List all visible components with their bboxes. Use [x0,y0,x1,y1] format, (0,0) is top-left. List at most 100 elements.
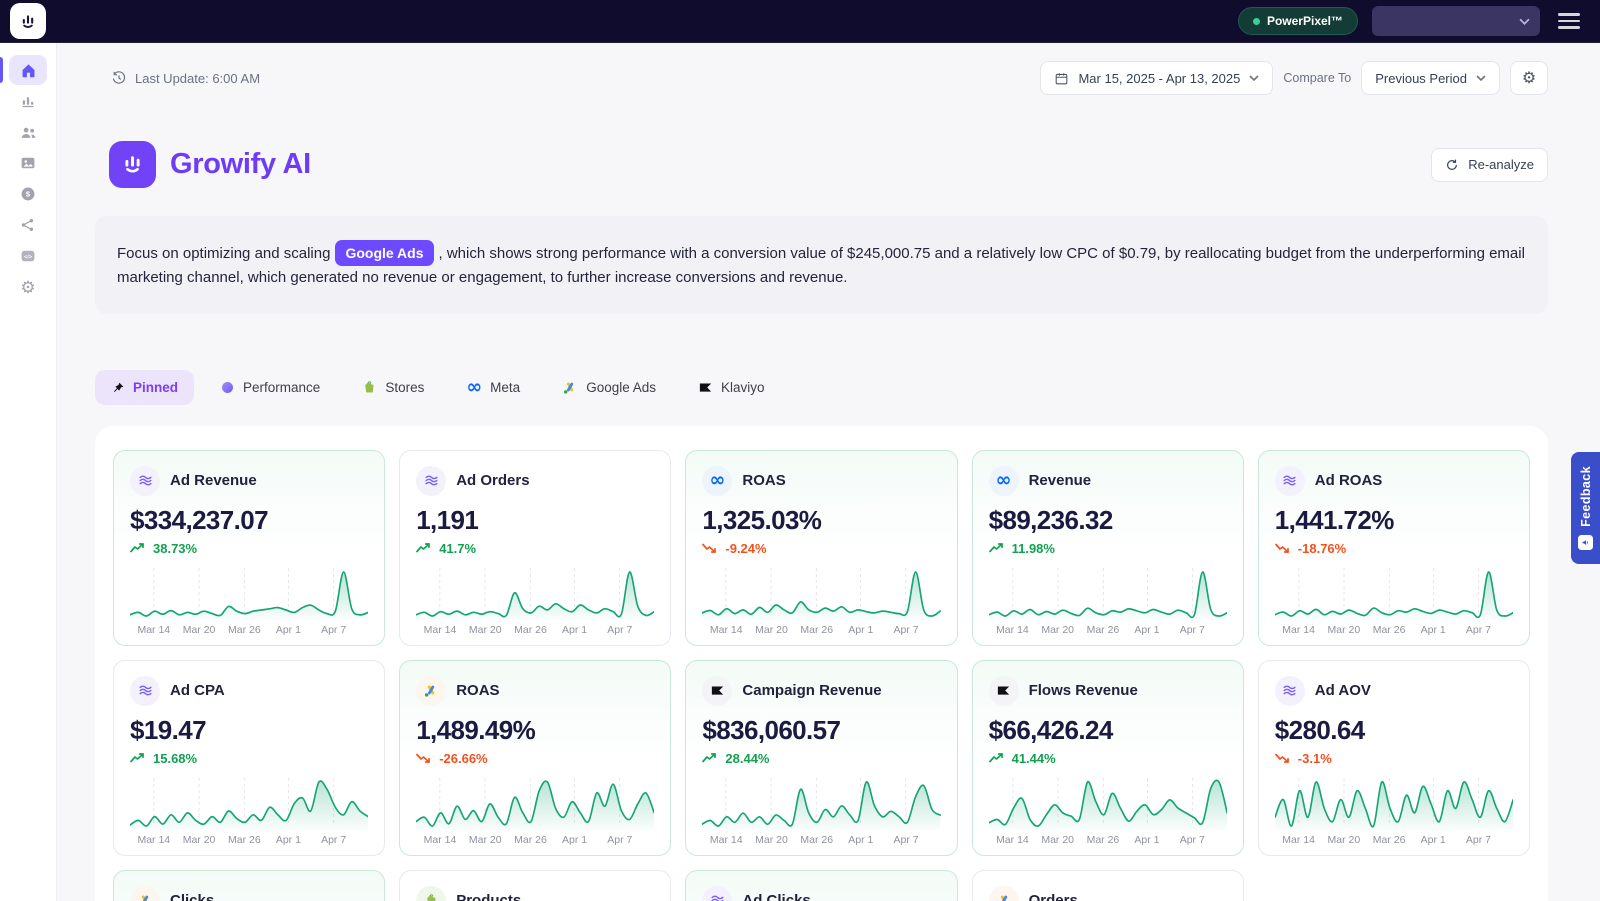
x-axis-tick: Mar 26 [1086,833,1120,846]
sparkline-chart [988,777,1227,830]
menu-icon[interactable] [1554,9,1584,33]
x-axis-labels: Mar 14 Mar 20 Mar 26 Apr 1 Apr 7 [416,624,654,639]
metric-card-orders[interactable]: Orders [971,869,1244,901]
metric-card-products[interactable]: Products [399,869,672,901]
x-axis-tick: Apr 7 [321,833,347,846]
growify-logo [109,141,156,188]
date-range-value: Mar 15, 2025 - Apr 13, 2025 [1078,70,1241,86]
sidebar-item-billing[interactable]: $ [9,179,47,209]
account-dropdown[interactable] [1372,6,1540,36]
trend-down-icon [416,752,432,764]
change-value: 28.44% [725,750,770,766]
x-axis-tick: Apr 7 [1179,833,1205,846]
x-axis-labels: Mar 14 Mar 20 Mar 26 Apr 1 Apr 7 [1275,624,1513,639]
card-value: $89,236.32 [988,504,1114,535]
main-content: Last Update: 6:00 AM Mar 15, 2025 - Apr … [57,43,1600,901]
sidebar-item-analytics[interactable] [9,86,47,116]
tab-bar: Pinned Performance Stores ∞ Meta Google Ads Kl… [95,370,1548,406]
last-update: Last Update: 6:00 AM [111,70,260,86]
metric-card-ad-revenue[interactable]: Ad Revenue $334,237.07 38.73% Mar 14 Mar 20 M… [113,449,386,646]
dashboard-settings-button[interactable]: ⚙ [1510,61,1548,95]
trend-up-icon [130,542,146,554]
tab-performance[interactable]: Performance [204,370,336,405]
sidebar-item-creatives[interactable] [9,148,47,178]
x-axis-tick: Apr 1 [1420,833,1446,846]
x-axis-tick: Mar 26 [514,623,547,636]
google-icon [130,885,160,901]
x-axis-tick: Apr 1 [1134,833,1160,846]
x-axis-tick: Apr 1 [848,833,874,846]
metric-card-ad-roas[interactable]: Ad ROAS 1,441.72% -18.76% Mar 14 Mar 20 Mar 2… [1257,449,1530,646]
card-value: 1,489.49% [416,714,536,745]
sidebar-item-settings[interactable]: ⚙ [9,272,47,302]
card-value: 1,325.03% [702,504,822,535]
card-change: -26.66% [416,751,654,766]
metric-card-ad-aov[interactable]: Ad AOV $280.64 -3.1% Mar 14 Mar 20 Mar 26 Apr … [1257,659,1530,856]
card-value: $836,060.57 [702,714,841,745]
x-axis-labels: Mar 14 Mar 20 Mar 26 Apr 1 Apr 7 [702,834,940,849]
x-axis-tick: Mar 14 [1282,623,1315,636]
card-change: -3.1% [1274,751,1513,766]
re-analyze-label: Re-analyze [1468,157,1534,172]
stack-icon [416,465,447,496]
shopify-icon [416,885,447,901]
gear-icon: ⚙ [1521,70,1537,87]
metric-card-roas[interactable]: ROAS 1,489.49% -26.66% Mar 14 Mar 20 Mar 26 Ap… [399,659,672,856]
powerpixel-status-badge[interactable]: PowerPixel™ [1237,7,1358,35]
shopify-icon [362,380,377,395]
tab-klaviyo[interactable]: Klaviyo [682,370,781,405]
metric-card-roas[interactable]: ∞ ROAS 1,325.03% -9.24% Mar 14 Mar 20 Mar 26 Ap… [685,449,958,646]
calendar-icon [1056,72,1068,84]
metric-card-revenue[interactable]: ∞ Revenue $89,236.32 11.98% Mar 14 Mar 20 Mar … [971,449,1244,646]
feedback-button[interactable]: Feedback [1571,452,1600,564]
card-change: 28.44% [702,751,940,766]
x-axis-tick: Apr 7 [893,623,919,636]
tab-stores[interactable]: Stores [346,370,440,405]
sidebar-item-pixel-code[interactable]: </> [9,241,47,271]
date-range-picker[interactable]: Mar 15, 2025 - Apr 13, 2025 [1040,61,1274,95]
x-axis-tick: Mar 20 [1041,833,1075,846]
trend-up-icon [702,752,718,764]
metric-card-campaign-revenue[interactable]: Campaign Revenue $836,060.57 28.44% Mar 14 M… [685,659,958,856]
image-icon [19,154,37,172]
compare-period-dropdown[interactable]: Previous Period [1361,61,1500,95]
meta-icon: ∞ [988,465,1019,496]
trend-down-icon [1274,542,1291,554]
app-logo[interactable] [10,3,46,39]
x-axis-tick: Mar 26 [514,833,547,846]
sidebar-item-integrations[interactable] [9,210,47,240]
x-axis-tick: Mar 20 [182,833,216,846]
metric-card-ad-clicks[interactable]: Ad Clicks [685,869,958,901]
x-axis-tick: Mar 26 [1086,623,1120,636]
change-value: -9.24% [725,540,767,556]
refresh-icon [1447,159,1458,170]
x-axis-tick: Mar 14 [1282,833,1315,846]
google-ads-badge[interactable]: Google Ads [335,240,434,267]
re-analyze-button[interactable]: Re-analyze [1431,147,1548,182]
metric-card-ad-orders[interactable]: Ad Orders 1,191 41.7% Mar 14 Mar 20 Mar 26 Apr… [399,449,672,646]
users-icon [19,123,38,142]
x-axis-tick: Mar 26 [800,623,834,636]
tab-google-ads[interactable]: Google Ads [546,370,672,406]
x-axis-tick: Apr 7 [1465,833,1492,846]
tab-pinned[interactable]: Pinned [95,370,195,406]
metric-card-flows-revenue[interactable]: Flows Revenue $66,426.24 41.44% Mar 14 Mar 2… [971,659,1244,856]
meta-icon: ∞ [702,465,733,496]
x-axis-tick: Mar 20 [1327,833,1361,846]
card-title: Ad ROAS [1314,472,1383,490]
metric-card-clicks[interactable]: Clicks [113,869,386,901]
change-value: 38.73% [153,540,198,556]
x-axis-tick: Mar 26 [227,833,261,846]
card-change: -18.76% [1274,541,1513,556]
sidebar-item-home[interactable] [0,55,47,85]
tab-label: Meta [490,380,521,396]
sidebar-item-audience[interactable] [9,117,47,147]
x-axis-tick: Mar 14 [709,833,743,846]
x-axis-labels: Mar 14 Mar 20 Mar 26 Apr 1 Apr 7 [989,834,1227,849]
tab-meta[interactable]: ∞ Meta [450,370,536,405]
summary-text-2: , which shows strong performance with a … [117,245,1525,287]
svg-text:$: $ [26,190,31,199]
metric-card-ad-cpa[interactable]: Ad CPA $19.47 15.68% Mar 14 Mar 20 Mar 26 Apr … [113,659,386,856]
klaviyo-icon [702,675,733,706]
tab-label: Klaviyo [721,380,765,396]
